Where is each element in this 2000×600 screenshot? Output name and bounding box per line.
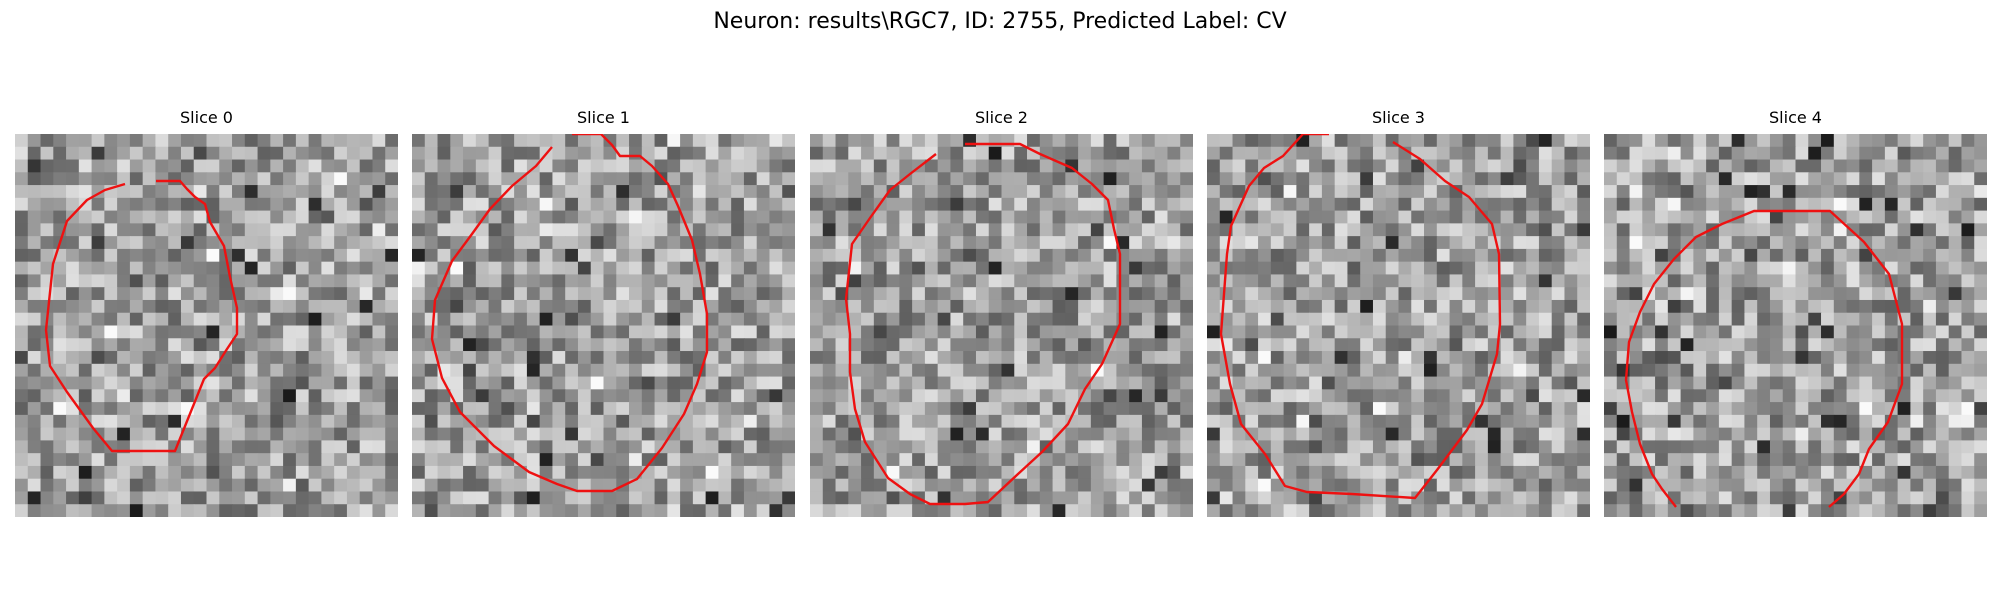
slice-image bbox=[1604, 134, 1987, 517]
figure-title: Neuron: results\RGC7, ID: 2755, Predicte… bbox=[713, 9, 1287, 34]
slice-image-svg bbox=[1604, 134, 1987, 517]
slice-image bbox=[1207, 134, 1590, 517]
cell-contour bbox=[430, 134, 709, 493]
grayscale-pixels bbox=[15, 134, 398, 517]
slice-panel-3: Slice 3 bbox=[1207, 108, 1590, 517]
slice-panel-4: Slice 4 bbox=[1604, 108, 1987, 517]
cell-contour bbox=[1219, 134, 1502, 500]
slice-panel-1: Slice 1 bbox=[412, 108, 795, 517]
cell-contour bbox=[1624, 209, 1904, 508]
slice-panel-2: Slice 2 bbox=[810, 108, 1193, 517]
slice-image bbox=[15, 134, 398, 517]
slice-image-svg bbox=[412, 134, 795, 517]
cell-contour bbox=[44, 179, 239, 453]
slice-title: Slice 4 bbox=[1769, 108, 1822, 127]
slice-image bbox=[412, 134, 795, 517]
grayscale-pixels bbox=[412, 134, 795, 517]
slice-image bbox=[810, 134, 1193, 517]
grayscale-pixels bbox=[1604, 134, 1987, 517]
grayscale-pixels bbox=[810, 134, 1193, 517]
slice-title: Slice 1 bbox=[577, 108, 630, 127]
slice-image-svg bbox=[810, 134, 1193, 517]
slice-title: Slice 0 bbox=[180, 108, 233, 127]
grayscale-pixels bbox=[1207, 134, 1590, 517]
slice-panel-0: Slice 0 bbox=[15, 108, 398, 517]
slice-title: Slice 3 bbox=[1372, 108, 1425, 127]
slice-image-svg bbox=[1207, 134, 1590, 517]
slice-image-svg bbox=[15, 134, 398, 517]
slice-title: Slice 2 bbox=[975, 108, 1028, 127]
cell-contour bbox=[844, 142, 1122, 506]
